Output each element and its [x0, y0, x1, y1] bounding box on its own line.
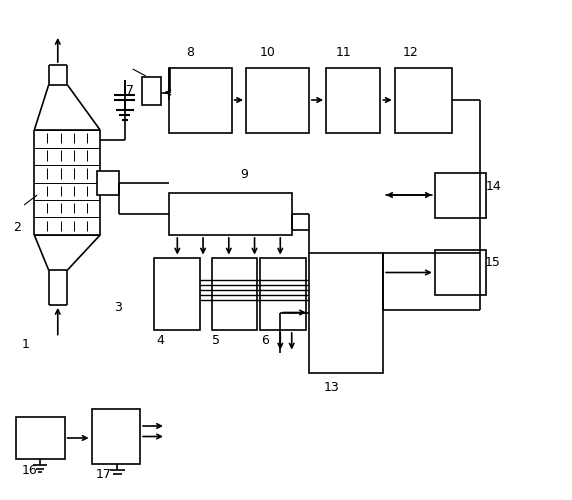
Bar: [395, 68, 452, 132]
Bar: [435, 172, 486, 218]
Text: 5: 5: [212, 334, 220, 347]
Text: 7: 7: [126, 84, 134, 96]
Bar: [246, 68, 309, 132]
Text: 14: 14: [485, 180, 501, 192]
Text: 13: 13: [324, 381, 340, 394]
Text: 10: 10: [260, 46, 276, 59]
Text: 1: 1: [22, 338, 30, 351]
Text: 17: 17: [96, 468, 112, 480]
Bar: [16, 416, 65, 459]
Bar: [169, 68, 232, 132]
Bar: [435, 250, 486, 295]
Bar: [309, 252, 383, 372]
Text: 3: 3: [114, 301, 122, 314]
Text: 15: 15: [485, 256, 501, 269]
Text: 11: 11: [335, 46, 351, 59]
Text: 6: 6: [261, 334, 269, 347]
Bar: [169, 192, 292, 235]
Bar: [97, 171, 119, 195]
Text: 2: 2: [13, 221, 21, 234]
Text: 8: 8: [186, 46, 194, 59]
Bar: [260, 258, 306, 330]
Bar: [154, 258, 200, 330]
Text: 9: 9: [240, 168, 248, 181]
Text: 4: 4: [156, 334, 164, 347]
Bar: [92, 409, 140, 464]
Text: 12: 12: [403, 46, 419, 59]
Bar: [326, 68, 380, 132]
Bar: [142, 78, 161, 105]
Bar: [212, 258, 257, 330]
Text: 16: 16: [22, 464, 38, 476]
